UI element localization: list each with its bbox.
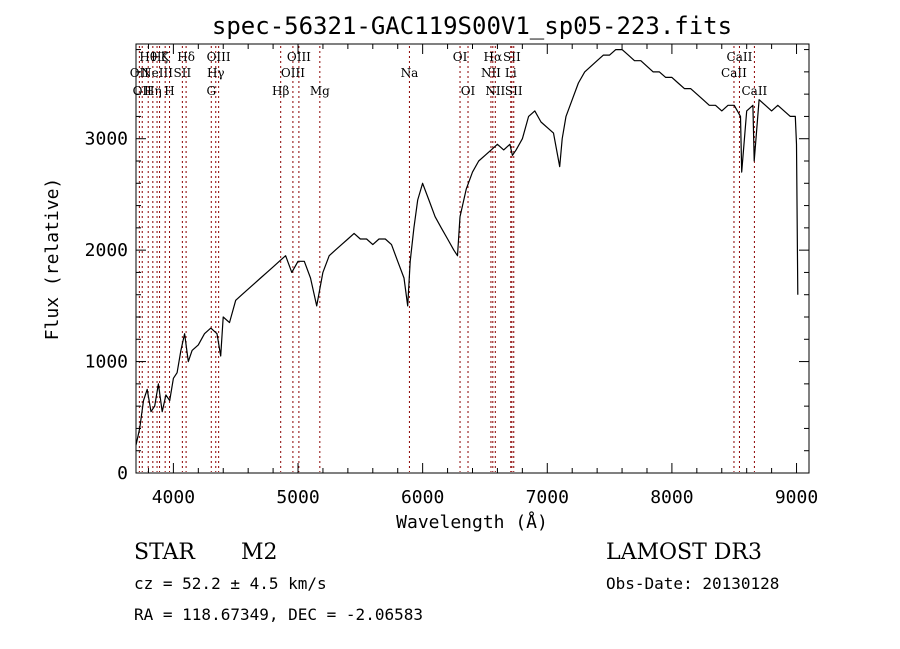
x-tick-label: 7000 [526, 487, 569, 508]
obs-date-text: Obs-Date: 20130128 [606, 574, 779, 593]
chart-title: spec-56321-GAC119S00V1_sp05-223.fits [212, 12, 732, 40]
line-label: Hγ [207, 66, 225, 80]
line-label: OIII [287, 50, 311, 64]
line-label: Mg [310, 84, 330, 98]
class-label: STAR [134, 540, 196, 565]
y-tick-label: 3000 [85, 129, 128, 150]
line-label: NeIII [141, 66, 173, 80]
plot-frame [135, 43, 810, 474]
line-label: NII [481, 66, 501, 80]
line-markers: OIIOIIHθHηNeIIIHζKHSIIHδGHγOIIIHβOIIIOII… [130, 46, 768, 472]
line-label: SII [174, 66, 192, 80]
line-label: CaII [741, 84, 767, 98]
line-label: OI [461, 84, 476, 98]
line-label: K [161, 50, 171, 64]
x-tick-label: 6000 [401, 487, 444, 508]
line-label: Hδ [177, 50, 195, 64]
line-label: OIII [207, 50, 231, 64]
spectrum-plot [135, 48, 799, 446]
line-label: CaII [727, 50, 753, 64]
line-label: OI [453, 50, 468, 64]
subclass-label: M2 [241, 540, 278, 565]
line-label: H [164, 84, 174, 98]
x-tick-label: 4000 [152, 487, 195, 508]
y-tick-label: 2000 [85, 240, 128, 261]
line-label: Hζ [151, 50, 168, 64]
line-label: G [206, 84, 216, 98]
redshift-text: cz = 52.2 ± 4.5 km/s [134, 574, 327, 593]
line-label: Hβ [272, 84, 289, 98]
x-tick-label: 8000 [650, 487, 693, 508]
coordinates-text: RA = 118.67349, DEC = -2.06583 [134, 605, 423, 624]
line-label: CaII [721, 66, 747, 80]
line-label: Li [505, 66, 517, 80]
line-label: Hη [144, 84, 162, 98]
line-label: Na [401, 66, 419, 80]
line-label: OII [130, 66, 150, 80]
y-axis-label: Flux (relative) [42, 178, 63, 341]
x-tick-label: 9000 [775, 487, 818, 508]
line-label: SII [503, 50, 521, 64]
line-label: Hα [484, 50, 503, 64]
line-label: OIII [281, 66, 305, 80]
axis-ticks: 4000 5000 6000 7000 8000 9000 0 1000 2000 3000 [85, 44, 818, 508]
spectrum-line [135, 48, 799, 446]
line-label: SII [505, 84, 523, 98]
y-tick-label: 1000 [85, 352, 128, 373]
survey-label: LAMOST DR3 [606, 540, 762, 565]
line-label: Hθ [139, 50, 157, 64]
x-tick-label: 5000 [276, 487, 319, 508]
line-label: NII [485, 84, 505, 98]
x-axis-label: Wavelength (Å) [396, 511, 548, 533]
y-tick-label: 0 [117, 463, 128, 484]
